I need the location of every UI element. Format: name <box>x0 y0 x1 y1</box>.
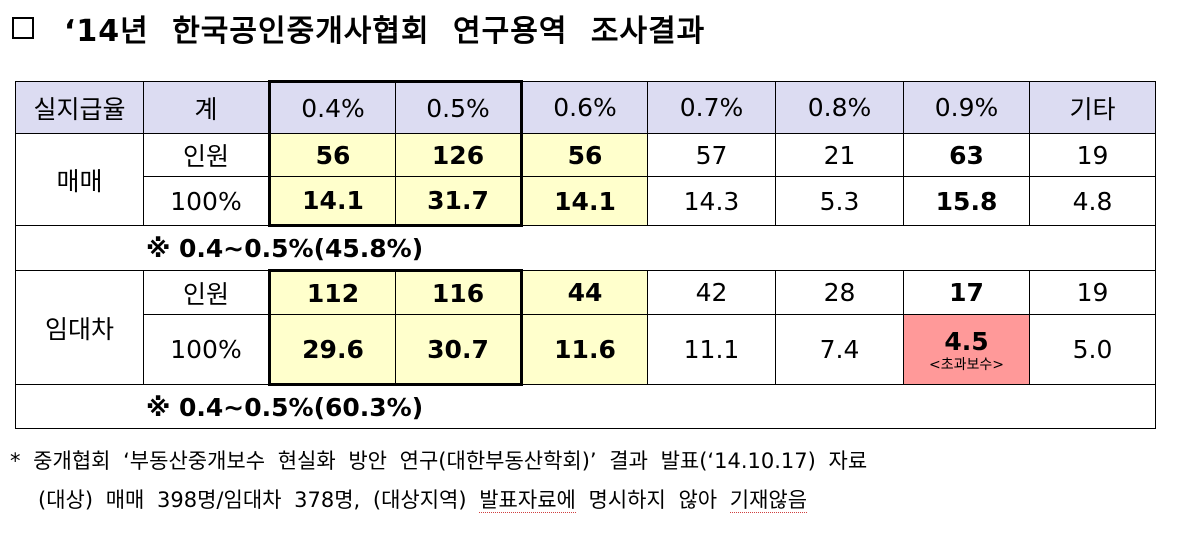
footnote-line-1: * 중개협회 ‘부동산중개보수 현실화 방안 연구(대한부동산학회)’ 결과 발… <box>10 449 868 473</box>
table-cell: 44 <box>521 270 648 315</box>
header-cell: 실지급율 <box>15 81 144 134</box>
row-label: 인원 <box>143 133 270 177</box>
note-row: ※ 0.4∼0.5%(45.8%) <box>15 225 1156 271</box>
table-cell: 56 <box>268 133 396 177</box>
table-row: 100% 14.1 31.7 14.1 14.3 5.3 15.8 4.8 <box>16 176 1156 227</box>
table-cell: 112 <box>268 269 396 315</box>
table-cell: 29.6 <box>268 314 396 386</box>
footnote-text: 명시하지 않아 <box>575 488 730 512</box>
table-cell-value: 4.5 <box>944 326 989 356</box>
row-group-label: 임대차 <box>15 270 144 385</box>
row-label: 100% <box>143 176 270 226</box>
title-text: ‘14년 한국공인중개사협회 연구용역 조사결과 <box>64 14 706 49</box>
header-row: 실지급율 계 0.4% 0.5% 0.6% 0.7% 0.8% 0.9% 기타 <box>15 80 1156 134</box>
table-cell: 17 <box>903 270 1030 315</box>
table-cell: 30.7 <box>395 314 523 386</box>
table-row: 매매 인원 56 126 56 57 21 63 19 <box>15 133 1156 226</box>
table-cell: 63 <box>903 133 1030 177</box>
header-cell: 0.4% <box>268 80 396 134</box>
table-cell: 14.1 <box>268 176 396 227</box>
table-cell: 19 <box>1029 270 1156 315</box>
row-group-label: 매매 <box>15 133 144 226</box>
table-cell: 15.8 <box>903 176 1030 226</box>
header-cell: 계 <box>143 81 270 134</box>
table-cell: 19 <box>1029 133 1156 177</box>
page-title: ‘14년 한국공인중개사협회 연구용역 조사결과 <box>12 4 705 52</box>
table-cell: 28 <box>775 270 904 315</box>
table-cell: 5.0 <box>1029 314 1156 385</box>
table-cell: 56 <box>521 133 648 177</box>
row-label: 인원 <box>143 270 270 315</box>
table-cell: 21 <box>775 133 904 177</box>
table-cell: 11.6 <box>521 314 648 385</box>
survey-results-table: 실지급율 계 0.4% 0.5% 0.6% 0.7% 0.8% 0.9% 기타 … <box>15 80 1156 429</box>
table-cell: 57 <box>647 133 776 177</box>
header-cell: 0.8% <box>775 81 904 134</box>
table-cell: 31.7 <box>395 176 523 227</box>
excess-label: <초과보수> <box>929 356 1004 373</box>
footnote-text: (대상) 매매 398명/임대차 378명, (대상지역) <box>38 488 480 512</box>
table-cell: 4.8 <box>1029 176 1156 226</box>
checkbox-square-icon <box>12 17 34 39</box>
table-cell: 14.3 <box>647 176 776 226</box>
row-label: 100% <box>143 314 270 385</box>
table-cell: 42 <box>647 270 776 315</box>
table-cell: 14.1 <box>521 176 648 226</box>
table-cell: 126 <box>395 133 523 177</box>
header-cell: 0.5% <box>395 80 523 134</box>
table-cell: 116 <box>395 269 523 315</box>
table-row: 임대차 인원 112 116 44 42 28 17 19 <box>15 269 1156 385</box>
header-cell: 0.7% <box>647 81 776 134</box>
table-cell: 11.1 <box>647 314 776 385</box>
lease-note: ※ 0.4∼0.5%(60.3%) <box>15 384 1156 429</box>
note-row: ※ 0.4∼0.5%(60.3%) <box>15 384 1156 429</box>
header-cell: 0.9% <box>903 81 1030 134</box>
header-cell: 기타 <box>1029 81 1156 134</box>
table-cell: 7.4 <box>775 314 904 385</box>
footnote-line-2: (대상) 매매 398명/임대차 378명, (대상지역) 발표자료에 명시하지… <box>38 484 1200 514</box>
footnote-underlined-text: 기재않음 <box>729 488 808 513</box>
excess-cell: 4.5 <초과보수> <box>903 314 1030 385</box>
table-row: 100% 29.6 30.7 11.6 11.1 7.4 4.5 <초과보수> … <box>16 314 1156 386</box>
sale-note: ※ 0.4∼0.5%(45.8%) <box>15 225 1156 271</box>
header-cell: 0.6% <box>521 81 648 134</box>
table-cell: 5.3 <box>775 176 904 226</box>
footnote-underlined-text: 발표자료에 <box>479 488 576 513</box>
